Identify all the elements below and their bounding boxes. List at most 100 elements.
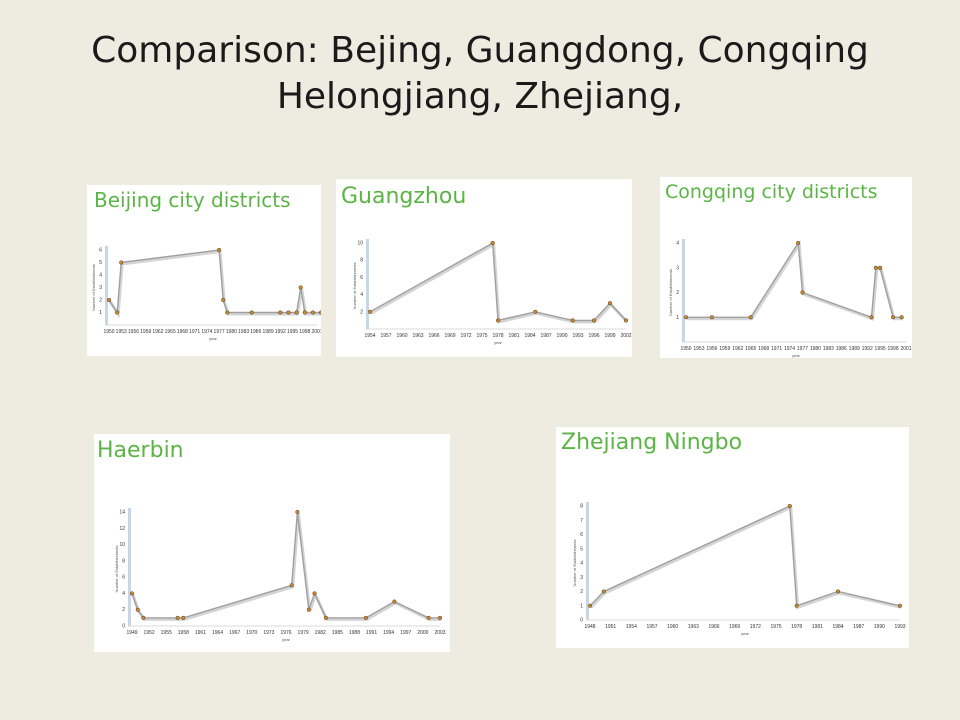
- y-tick-label: 6: [99, 248, 102, 254]
- x-tick-label: 1970: [246, 630, 257, 636]
- x-axis-label: year: [282, 637, 290, 642]
- x-tick-label: 1960: [667, 624, 678, 630]
- x-tick-label: 1998: [887, 346, 898, 352]
- x-tick-label: 1996: [588, 333, 599, 339]
- y-axis-band: [128, 508, 131, 626]
- series-line: [369, 241, 627, 322]
- x-tick-label: 1975: [476, 333, 487, 339]
- chart-svg: 1 2 3 4 1950 1953 1956 1959 1962 1965 1968 1971 1974…: [668, 239, 912, 358]
- data-point: [135, 607, 140, 612]
- x-tick-label: 1960: [396, 333, 407, 339]
- data-point: [835, 589, 841, 594]
- series-line-shadow: [370, 242, 629, 324]
- x-tick-label: 2001: [311, 329, 321, 335]
- data-point: [891, 315, 896, 320]
- data-point: [363, 615, 368, 620]
- slide-title-line1: Comparison: Bejing, Guangdong, Congqing: [91, 30, 869, 71]
- data-point: [294, 310, 299, 315]
- x-tick-label: 2003: [434, 630, 445, 636]
- chart-svg: 2 4 6 8 10 1954 1957 1960 1963 1966 1969 1972 1975 19…: [352, 239, 632, 345]
- y-tick-label: 14: [119, 510, 125, 516]
- x-tick-label: 1963: [412, 333, 423, 339]
- data-point: [437, 615, 443, 620]
- x-tick-label: 1972: [750, 624, 761, 630]
- x-tick-label: 1986: [836, 346, 847, 352]
- x-tick-label: 1969: [444, 333, 455, 339]
- x-tick-label: 1952: [144, 630, 155, 636]
- x-tick-label: 1965: [165, 329, 176, 335]
- x-tick-label: 1951: [605, 624, 616, 630]
- x-tick-label: 1955: [161, 630, 172, 636]
- data-point: [310, 310, 315, 315]
- data-point: [295, 509, 300, 515]
- x-tick-label: 1977: [214, 329, 225, 335]
- x-axis-label: year: [792, 353, 800, 358]
- x-tick-label: 1993: [572, 333, 583, 339]
- x-tick-label: 1984: [524, 333, 535, 339]
- series-line-shadow: [687, 239, 903, 321]
- x-axis-label: year: [209, 336, 217, 341]
- y-tick-label: 4: [122, 591, 125, 597]
- x-tick-label: 1997: [400, 630, 411, 636]
- x-tick-label: 1987: [540, 333, 551, 339]
- x-tick-label: 2002: [620, 333, 631, 339]
- x-tick-label: 1953: [693, 346, 704, 352]
- y-tick-label: 5: [99, 260, 102, 266]
- x-tick-label: 1989: [849, 346, 860, 352]
- data-point: [312, 591, 317, 596]
- data-point: [181, 615, 186, 620]
- y-tick-label: 12: [119, 526, 125, 532]
- chart-panel-haerbin: Haerbin 0 2 4 6 8 10 12 14 1949 1952 1955 1958 1961 1…: [94, 434, 450, 652]
- x-tick-label: 1957: [380, 333, 391, 339]
- y-tick-label: 4: [676, 241, 679, 247]
- data-point: [533, 309, 538, 314]
- chart-panel-beijing: Beijing city districts 1 2 3 4 5 6 1950 1953 195…: [87, 185, 321, 356]
- data-point: [426, 615, 431, 620]
- chart-panel-congqing: Congqing city districts 1 2 3 4 1950 1953 1956…: [660, 177, 912, 358]
- x-tick-label: 1965: [745, 346, 756, 352]
- y-tick-label: 6: [580, 532, 583, 538]
- x-tick-label: 1962: [152, 329, 163, 335]
- data-point: [897, 603, 903, 608]
- x-tick-label: 1974: [784, 346, 795, 352]
- data-point: [323, 615, 328, 620]
- x-tick-label: 1956: [128, 329, 139, 335]
- chart-title: Guangzhou: [341, 184, 467, 209]
- data-point: [278, 310, 283, 315]
- x-tick-label: 1980: [226, 329, 237, 335]
- chart-title: Congqing city districts: [665, 181, 878, 203]
- y-tick-label: 2: [360, 309, 363, 315]
- data-point: [869, 315, 874, 320]
- y-tick-label: 2: [580, 589, 583, 595]
- x-tick-label: 1980: [810, 346, 821, 352]
- x-tick-label: 1978: [791, 624, 802, 630]
- y-tick-label: 6: [122, 575, 125, 581]
- x-tick-label: 1958: [178, 630, 189, 636]
- data-point: [800, 290, 805, 295]
- y-tick-label: 2: [122, 607, 125, 613]
- data-point: [587, 603, 593, 608]
- y-tick-label: 8: [122, 558, 125, 564]
- x-tick-label: 1988: [349, 630, 360, 636]
- x-tick-label: 1971: [189, 329, 200, 335]
- data-point: [495, 318, 501, 323]
- x-axis-label: year: [741, 631, 749, 636]
- series-line: [686, 240, 902, 319]
- data-point: [119, 260, 124, 265]
- y-tick-label: 2: [99, 298, 102, 304]
- y-tick-label: 1: [99, 310, 102, 316]
- data-point: [607, 301, 613, 306]
- data-point: [115, 310, 120, 315]
- x-tick-label: 1966: [708, 624, 719, 630]
- x-tick-label: 1957: [646, 624, 657, 630]
- y-tick-label: 1: [676, 315, 679, 321]
- x-tick-label: 1971: [771, 346, 782, 352]
- data-point: [709, 315, 714, 320]
- chart-panel-ningbo: Zhejiang Ningbo 0 1 2 3 4 5 6 7 8 1948 1951 1954 195…: [556, 427, 909, 648]
- data-point: [591, 318, 597, 323]
- data-point: [570, 318, 575, 323]
- data-point: [873, 265, 878, 270]
- series-line-shadow: [108, 249, 321, 319]
- series-line: [108, 249, 321, 315]
- series-line: [131, 511, 440, 619]
